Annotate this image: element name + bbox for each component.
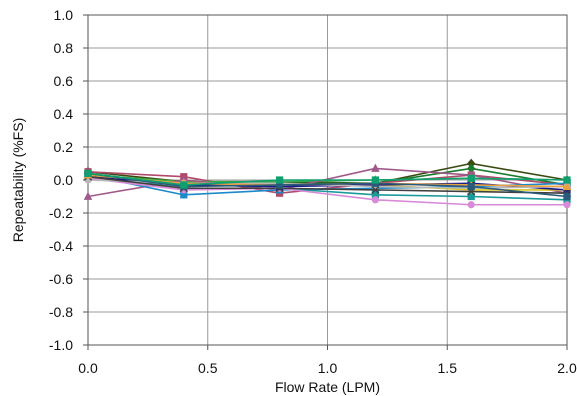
y-tick-label: -1.0 — [49, 337, 73, 353]
data-point — [276, 177, 282, 183]
y-tick-label: 0.4 — [54, 106, 74, 122]
data-point — [564, 177, 570, 183]
x-tick-label: 0.5 — [198, 360, 218, 376]
data-point — [468, 175, 474, 181]
y-tick-label: -0.6 — [49, 271, 73, 287]
y-tick-label: -0.2 — [49, 205, 73, 221]
y-tick-label: 1.0 — [54, 7, 74, 23]
data-point — [85, 170, 91, 176]
data-point — [468, 183, 474, 189]
data-point — [564, 193, 570, 199]
y-tick-label: 0.8 — [54, 40, 74, 56]
x-axis-label: Flow Rate (LPM) — [275, 379, 380, 395]
data-point — [372, 177, 378, 183]
data-point — [181, 182, 187, 188]
y-tick-label: -0.8 — [49, 304, 73, 320]
y-axis-label: Repeatability (%FS) — [10, 118, 26, 243]
y-tick-label: 0.6 — [54, 73, 74, 89]
data-point — [372, 197, 378, 203]
y-tick-labels: 1.0 0.8 0.6 0.4 0.2 0.0 -0.2 -0.4 -0.6 -0.8 -1.0 — [49, 7, 88, 353]
x-tick-label: 1.0 — [318, 360, 338, 376]
x-tick-labels: 0.0 0.5 1.0 1.5 2.0 — [78, 345, 577, 376]
y-tick-label: 0.0 — [54, 172, 74, 188]
x-tick-label: 2.0 — [557, 360, 577, 376]
y-tick-label: 0.2 — [54, 139, 74, 155]
x-tick-label: 1.5 — [438, 360, 458, 376]
data-point — [468, 202, 474, 208]
y-tick-label: -0.4 — [49, 238, 73, 254]
x-tick-label: 0.0 — [78, 360, 98, 376]
data-point — [564, 202, 570, 208]
